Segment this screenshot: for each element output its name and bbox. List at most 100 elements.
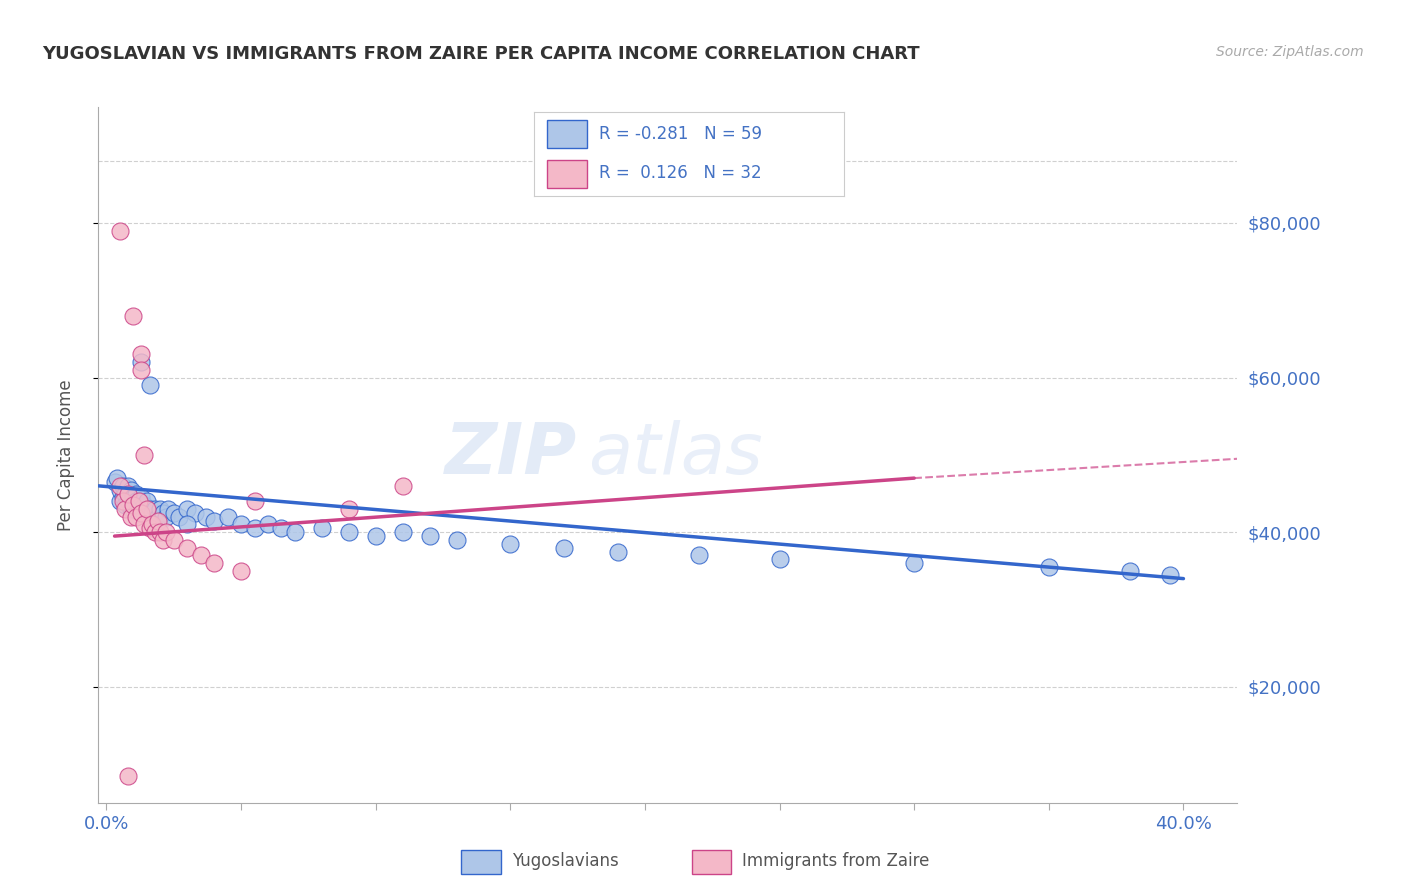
Point — [337, 502, 360, 516]
Point — [128, 494, 150, 508]
Point — [688, 549, 710, 563]
Text: R = -0.281   N = 59: R = -0.281 N = 59 — [599, 125, 762, 143]
Point — [114, 486, 136, 500]
Point — [163, 533, 186, 547]
Point — [311, 521, 333, 535]
Point — [125, 509, 148, 524]
Text: atlas: atlas — [588, 420, 762, 490]
Point — [141, 517, 163, 532]
Point — [202, 514, 225, 528]
Point — [105, 471, 128, 485]
Point — [284, 525, 307, 540]
Point — [138, 521, 160, 535]
Point — [229, 517, 252, 532]
Point — [111, 479, 134, 493]
Point — [125, 494, 148, 508]
Point — [108, 479, 131, 493]
Point — [553, 541, 575, 555]
Text: Source: ZipAtlas.com: Source: ZipAtlas.com — [1216, 45, 1364, 59]
Point — [903, 556, 925, 570]
Point — [128, 502, 150, 516]
Point — [391, 479, 413, 493]
Point — [117, 494, 139, 508]
Point — [446, 533, 468, 547]
Point — [184, 506, 207, 520]
Point — [155, 509, 177, 524]
Point — [138, 378, 160, 392]
Point — [607, 544, 630, 558]
Point — [134, 498, 156, 512]
Point — [1118, 564, 1140, 578]
Point — [243, 521, 266, 535]
Point — [120, 502, 142, 516]
Point — [125, 486, 148, 500]
Point — [257, 517, 280, 532]
Point — [143, 525, 166, 540]
Point — [149, 525, 172, 540]
Text: R =  0.126   N = 32: R = 0.126 N = 32 — [599, 163, 762, 181]
Point — [135, 502, 157, 516]
Point — [149, 502, 172, 516]
Point — [391, 525, 413, 540]
Point — [270, 521, 292, 535]
Point — [1159, 567, 1181, 582]
Point — [131, 347, 153, 361]
Point — [122, 309, 145, 323]
Bar — [461, 849, 501, 874]
Point — [163, 506, 186, 520]
Point — [117, 769, 139, 783]
Point — [111, 494, 134, 508]
Point — [131, 363, 153, 377]
Y-axis label: Per Capita Income: Per Capita Income — [56, 379, 75, 531]
Point — [152, 533, 174, 547]
Point — [1038, 560, 1060, 574]
Point — [131, 506, 153, 520]
Point — [146, 514, 169, 528]
Point — [122, 498, 145, 512]
Point — [138, 502, 160, 516]
Bar — [547, 160, 586, 188]
Point — [146, 509, 169, 524]
Point — [114, 498, 136, 512]
Text: Yugoslavians: Yugoslavians — [512, 852, 619, 870]
Point — [202, 556, 225, 570]
Point — [120, 483, 142, 497]
Point — [167, 509, 190, 524]
Text: ZIP: ZIP — [444, 420, 576, 490]
Point — [134, 517, 156, 532]
Point — [176, 502, 198, 516]
Point — [131, 491, 153, 505]
Point — [120, 509, 142, 524]
Point — [243, 494, 266, 508]
Point — [155, 525, 177, 540]
Point — [364, 529, 387, 543]
Point — [152, 506, 174, 520]
Point — [117, 479, 139, 493]
Point — [217, 509, 239, 524]
Point — [128, 494, 150, 508]
Point — [122, 502, 145, 516]
Point — [419, 529, 441, 543]
Point — [190, 549, 212, 563]
Point — [176, 541, 198, 555]
Point — [176, 517, 198, 532]
Point — [122, 491, 145, 505]
Text: Immigrants from Zaire: Immigrants from Zaire — [742, 852, 929, 870]
Point — [499, 537, 522, 551]
Bar — [692, 849, 731, 874]
Point — [108, 494, 131, 508]
Bar — [547, 120, 586, 148]
Point — [135, 494, 157, 508]
Point — [195, 509, 218, 524]
Point — [141, 506, 163, 520]
Text: YUGOSLAVIAN VS IMMIGRANTS FROM ZAIRE PER CAPITA INCOME CORRELATION CHART: YUGOSLAVIAN VS IMMIGRANTS FROM ZAIRE PER… — [42, 45, 920, 62]
Point — [111, 491, 134, 505]
Point — [114, 502, 136, 516]
Point — [108, 483, 131, 497]
Point — [103, 475, 125, 489]
Point — [117, 486, 139, 500]
Point — [131, 355, 153, 369]
Point — [768, 552, 790, 566]
Point — [229, 564, 252, 578]
Point — [157, 502, 180, 516]
